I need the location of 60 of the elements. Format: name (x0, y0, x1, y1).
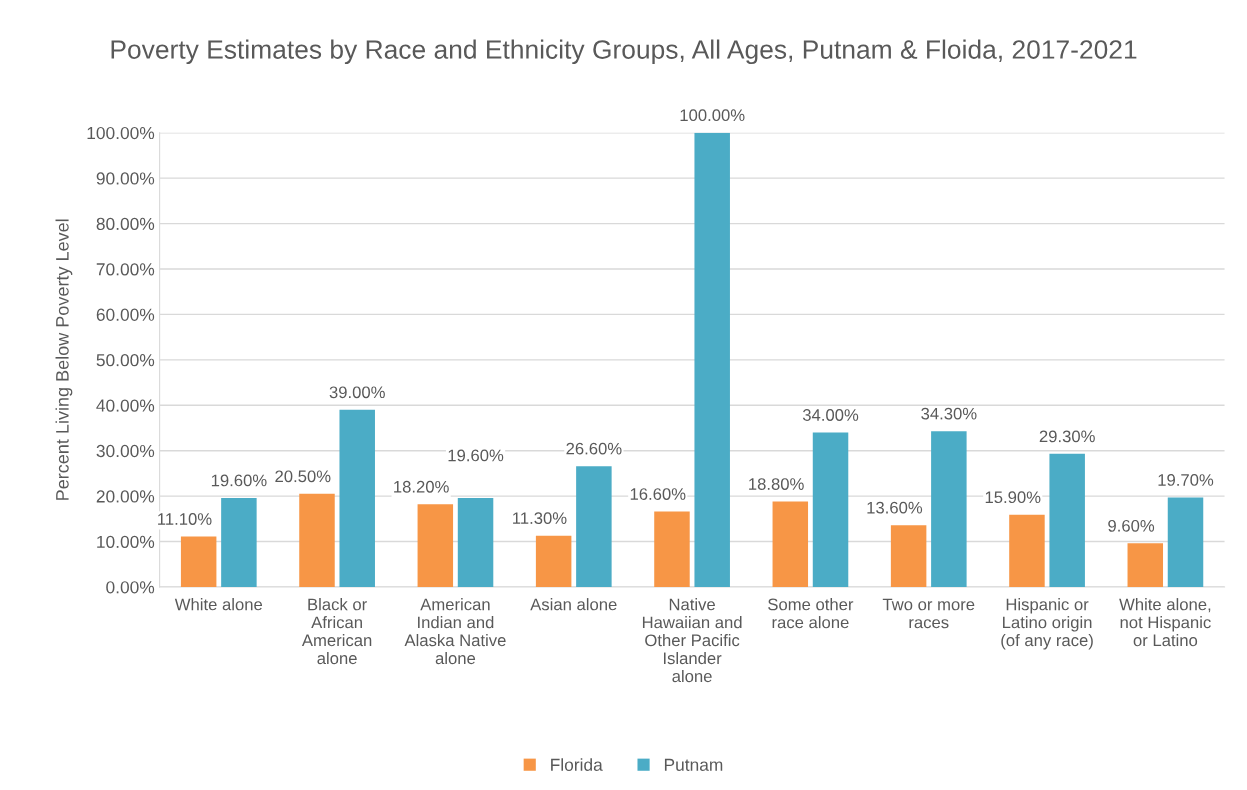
x-tick-label: Some other race alone (768, 598, 854, 629)
y-tick-label: 60.00% (96, 308, 155, 321)
y-axis-title: Percent Living Below Poverty Level (55, 219, 73, 500)
x-tick-label: American Indian and Alaska Native alone (404, 598, 506, 665)
data-label: 39.00% (329, 386, 385, 399)
data-label: 19.70% (1158, 474, 1214, 486)
y-tick-label: 0.00% (106, 581, 155, 594)
data-label: 20.50% (275, 470, 331, 483)
bar (772, 501, 809, 587)
x-tick-label: Hispanic or Latino origin (of any race) (1001, 598, 1093, 650)
bar (221, 497, 257, 587)
data-label: 9.60% (1108, 519, 1155, 532)
data-label: 15.90% (985, 491, 1041, 504)
bar (457, 497, 494, 587)
data-label: 19.60% (211, 474, 267, 487)
x-tick-label: Black or African American alone (301, 598, 372, 665)
y-tick-label: 100.00% (87, 126, 155, 140)
x-tick-label: White alone, not Hispanic or Latino (1119, 598, 1211, 647)
data-label: 18.80% (749, 478, 804, 490)
chart-title: Poverty Estimates by Race and Ethnicity Groups, All Ages, Putnam & Floida, 2017-2021 (111, 39, 1137, 65)
bar (812, 432, 849, 587)
data-label: 29.30% (1039, 430, 1095, 443)
bar (654, 511, 690, 587)
bar (1049, 453, 1085, 587)
data-label: 34.00% (802, 409, 859, 421)
bar (694, 132, 730, 587)
data-label: 13.60% (867, 501, 923, 514)
data-label: 19.60% (448, 449, 504, 462)
legend-label: Putnam (664, 758, 723, 771)
x-tick-label: Native Hawaiian and Other Pacific Islander alone (642, 598, 742, 683)
y-tick-label: 20.00% (96, 490, 155, 503)
x-tick-label: Asian alone (530, 598, 617, 611)
y-tick-label: 30.00% (96, 444, 155, 458)
bar (299, 493, 335, 587)
data-label: 26.60% (566, 442, 622, 455)
y-tick-label: 90.00% (96, 172, 155, 185)
bar (339, 409, 375, 587)
y-tick-label: 50.00% (96, 354, 155, 367)
bar (180, 536, 217, 587)
y-tick-label: 70.00% (96, 263, 155, 276)
x-tick-label: Two or more races (882, 598, 975, 629)
data-label: 11.30% (513, 512, 567, 525)
data-label: 18.20% (394, 480, 449, 493)
bar (1167, 497, 1204, 587)
bar (1127, 543, 1164, 587)
bar (535, 535, 572, 587)
bar (890, 525, 927, 587)
data-label: 11.10% (158, 513, 212, 525)
bar (1009, 514, 1045, 587)
data-label: 100.00% (680, 109, 745, 122)
legend-label: Florida (551, 758, 603, 771)
bar (576, 466, 612, 587)
x-tick-label: White alone (174, 598, 263, 611)
bar (417, 504, 454, 587)
y-tick-label: 80.00% (96, 217, 155, 231)
data-label: 34.30% (921, 407, 977, 420)
bar (931, 431, 967, 587)
y-tick-label: 40.00% (96, 399, 155, 412)
data-label: 16.60% (630, 488, 686, 500)
y-tick-label: 10.00% (97, 535, 155, 549)
